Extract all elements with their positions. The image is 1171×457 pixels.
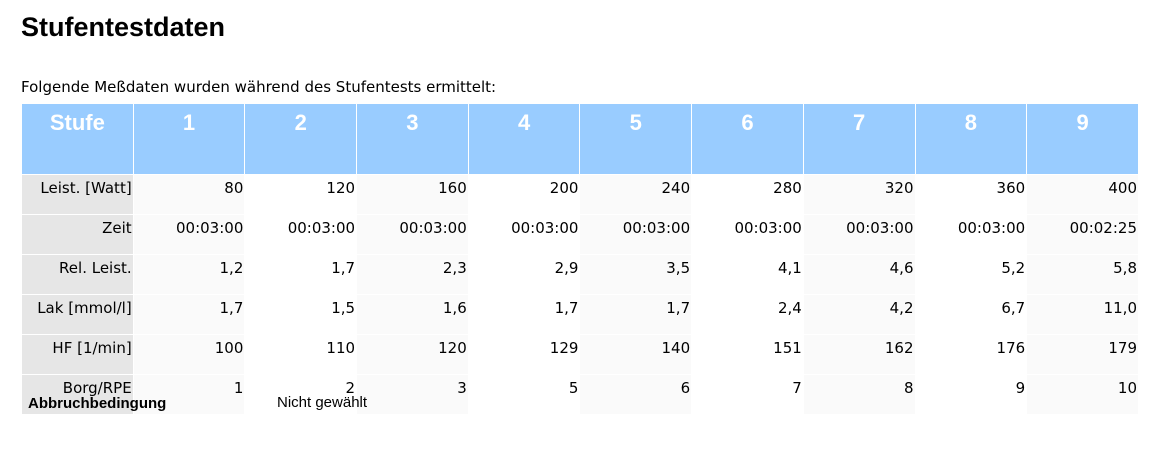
table-cell: 5,2 <box>914 254 1028 295</box>
table-cell: 1,7 <box>244 254 358 295</box>
table-cell: 1,7 <box>579 294 693 335</box>
table-cell: 162 <box>802 334 916 375</box>
table-cell: 00:03:00 <box>132 214 246 255</box>
header-stage-2: 2 <box>244 103 358 175</box>
table-cell: 2,4 <box>691 294 804 335</box>
header-stage-5: 5 <box>579 103 693 175</box>
table-row: HF [1/min] 100 110 120 129 140 151 162 176 179 <box>21 334 1139 375</box>
table-cell: 7 <box>691 374 804 415</box>
table-cell: 1,7 <box>132 294 246 335</box>
header-stage-8: 8 <box>914 103 1028 175</box>
table-cell: 4,2 <box>802 294 916 335</box>
header-stage-1: 1 <box>132 103 246 175</box>
page-title: Stufentestdaten <box>21 12 226 42</box>
header-stufe: Stufe <box>21 103 134 175</box>
table-cell: 2,9 <box>467 254 581 295</box>
table-cell: 3 <box>356 374 469 415</box>
table-cell: 400 <box>1026 174 1139 215</box>
table-cell: 140 <box>579 334 693 375</box>
table-cell: 00:02:25 <box>1026 214 1139 255</box>
table-cell: 280 <box>691 174 804 215</box>
table-cell: 11,0 <box>1026 294 1139 335</box>
table-cell: 176 <box>914 334 1028 375</box>
row-label: Zeit <box>21 214 134 255</box>
table-cell: 00:03:00 <box>356 214 469 255</box>
table-cell: 4,6 <box>802 254 916 295</box>
table-cell: 5,8 <box>1026 254 1139 295</box>
table-cell: 3,5 <box>579 254 693 295</box>
table-cell: 200 <box>467 174 581 215</box>
table-cell: 1,7 <box>467 294 581 335</box>
table-cell: 1,6 <box>356 294 469 335</box>
header-stage-9: 9 <box>1026 103 1139 175</box>
table-cell: 00:03:00 <box>914 214 1028 255</box>
table-cell: 00:03:00 <box>802 214 916 255</box>
abort-condition-label: Abbruchbedingung <box>28 395 167 412</box>
table-cell: 00:03:00 <box>691 214 804 255</box>
table-cell: 2,3 <box>356 254 469 295</box>
abort-condition-value: Nicht gewählt <box>277 394 368 411</box>
table-cell: 8 <box>802 374 916 415</box>
table-row: Lak [mmol/l] 1,7 1,5 1,6 1,7 1,7 2,4 4,2 6,7 11,0 <box>21 294 1139 335</box>
table-cell: 100 <box>132 334 246 375</box>
table-row: Zeit 00:03:00 00:03:00 00:03:00 00:03:00 00:0… <box>21 214 1139 255</box>
table-cell: 4,1 <box>691 254 804 295</box>
table-cell: 360 <box>914 174 1028 215</box>
row-label: Leist. [Watt] <box>21 174 134 215</box>
table-cell: 2 <box>244 374 358 415</box>
table-cell: 5 <box>467 374 581 415</box>
table-cell: 00:03:00 <box>467 214 581 255</box>
intro-text: Folgende Meßdaten wurden während des Stu… <box>21 78 497 96</box>
row-label: Rel. Leist. <box>21 254 134 295</box>
table-cell: 9 <box>914 374 1028 415</box>
header-stage-3: 3 <box>356 103 469 175</box>
row-label: HF [1/min] <box>21 334 134 375</box>
table-cell: 179 <box>1026 334 1139 375</box>
table-cell: 00:03:00 <box>579 214 693 255</box>
row-label: Lak [mmol/l] <box>21 294 134 335</box>
table-cell: 6 <box>579 374 693 415</box>
table-cell: 10 <box>1026 374 1139 415</box>
table-cell: 320 <box>802 174 916 215</box>
header-stage-4: 4 <box>467 103 581 175</box>
header-stage-6: 6 <box>691 103 804 175</box>
table-cell: 1,2 <box>132 254 246 295</box>
table-cell: 80 <box>132 174 246 215</box>
table-cell: 6,7 <box>914 294 1028 335</box>
table-cell: 129 <box>467 334 581 375</box>
table-row: Leist. [Watt] 80 120 160 200 240 280 320 360 400 <box>21 174 1139 215</box>
table-cell: 240 <box>579 174 693 215</box>
table-cell: 00:03:00 <box>244 214 358 255</box>
row-label: Borg/RPE <box>21 374 134 415</box>
table-cell: 120 <box>244 174 358 215</box>
header-stage-7: 7 <box>802 103 916 175</box>
table-row: Borg/RPE 1 2 3 5 6 7 8 9 10 <box>21 374 1139 415</box>
table-cell: 1,5 <box>244 294 358 335</box>
table-cell: 110 <box>244 334 358 375</box>
table-cell: 160 <box>356 174 469 215</box>
table-cell: 120 <box>356 334 469 375</box>
table-cell: 151 <box>691 334 804 375</box>
table-row: Rel. Leist. 1,2 1,7 2,3 2,9 3,5 4,1 4,6 5,2 5,8 <box>21 254 1139 295</box>
